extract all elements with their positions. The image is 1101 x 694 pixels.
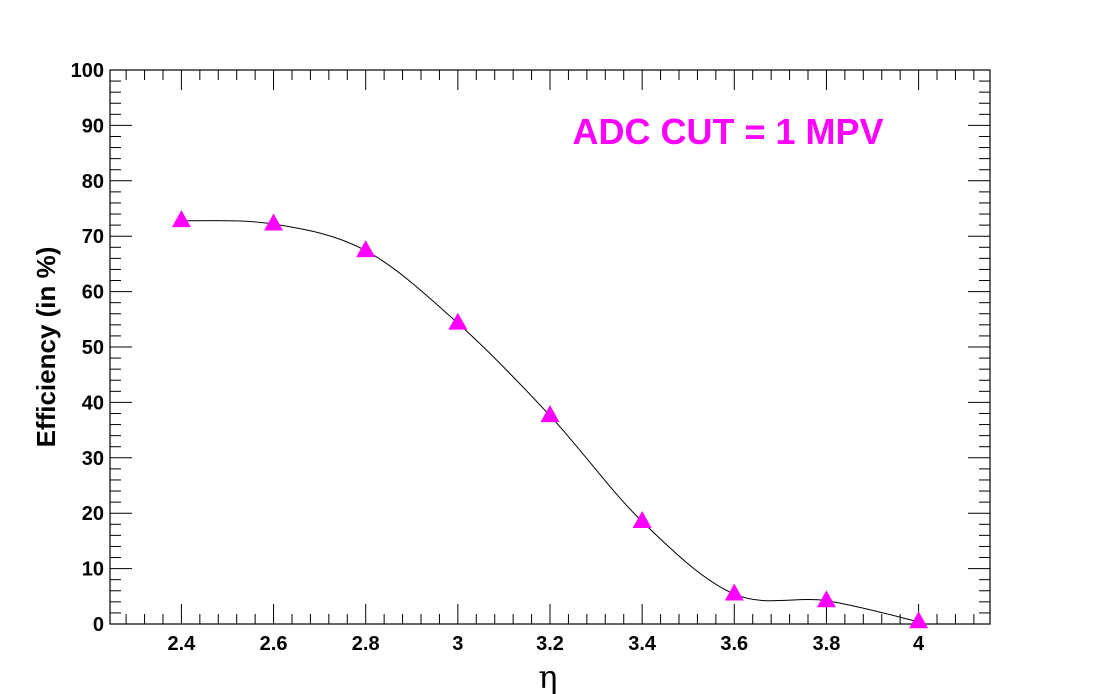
x-tick-label: 3.4 [628, 633, 657, 655]
data-point-triangle [632, 510, 652, 528]
x-tick-label: 2.6 [260, 633, 288, 655]
y-axis-title: Efficiency (in %) [31, 247, 61, 448]
x-tick-label: 3.8 [813, 633, 841, 655]
x-tick-label: 3 [452, 633, 463, 655]
data-point-triangle [448, 312, 468, 330]
y-tick-label: 10 [82, 559, 104, 581]
y-tick-label: 30 [82, 448, 104, 470]
data-point-triangle [356, 240, 376, 258]
tick-labels: 0 10 20 30 40 50 60 70 80 90 100 2.4 2.6 2.8 3 3.2 3.4 3.… [71, 60, 925, 655]
plot-border [109, 69, 991, 625]
x-tick-label: 4 [913, 633, 925, 655]
x-tick-label: 2.4 [168, 633, 197, 655]
x-tick-label: 2.8 [352, 633, 380, 655]
y-tick-label: 90 [82, 115, 104, 137]
y-tick-label: 80 [82, 171, 104, 193]
data-point-triangle [909, 611, 929, 629]
y-tick-label: 50 [82, 337, 104, 359]
data-point-triangle [171, 210, 191, 228]
data-point-triangle [816, 590, 836, 608]
x-tick-label: 3.2 [536, 633, 564, 655]
plot-frame [109, 69, 991, 625]
axis-ticks [110, 69, 990, 625]
data-point-triangle [540, 405, 560, 423]
data-points [171, 210, 929, 629]
x-tick-label: 3.6 [720, 633, 748, 655]
y-tick-label: 60 [82, 282, 104, 304]
y-tick-label: 70 [82, 226, 104, 248]
data-point-triangle [724, 583, 744, 601]
y-tick-label: 20 [82, 503, 104, 525]
y-tick-label: 0 [93, 614, 104, 636]
x-axis-title: η [538, 658, 557, 694]
data-point-triangle [264, 213, 284, 231]
y-tick-label: 40 [82, 392, 104, 414]
y-tick-label: 100 [71, 60, 104, 82]
adc-cut-annotation: ADC CUT = 1 MPV [572, 111, 883, 152]
